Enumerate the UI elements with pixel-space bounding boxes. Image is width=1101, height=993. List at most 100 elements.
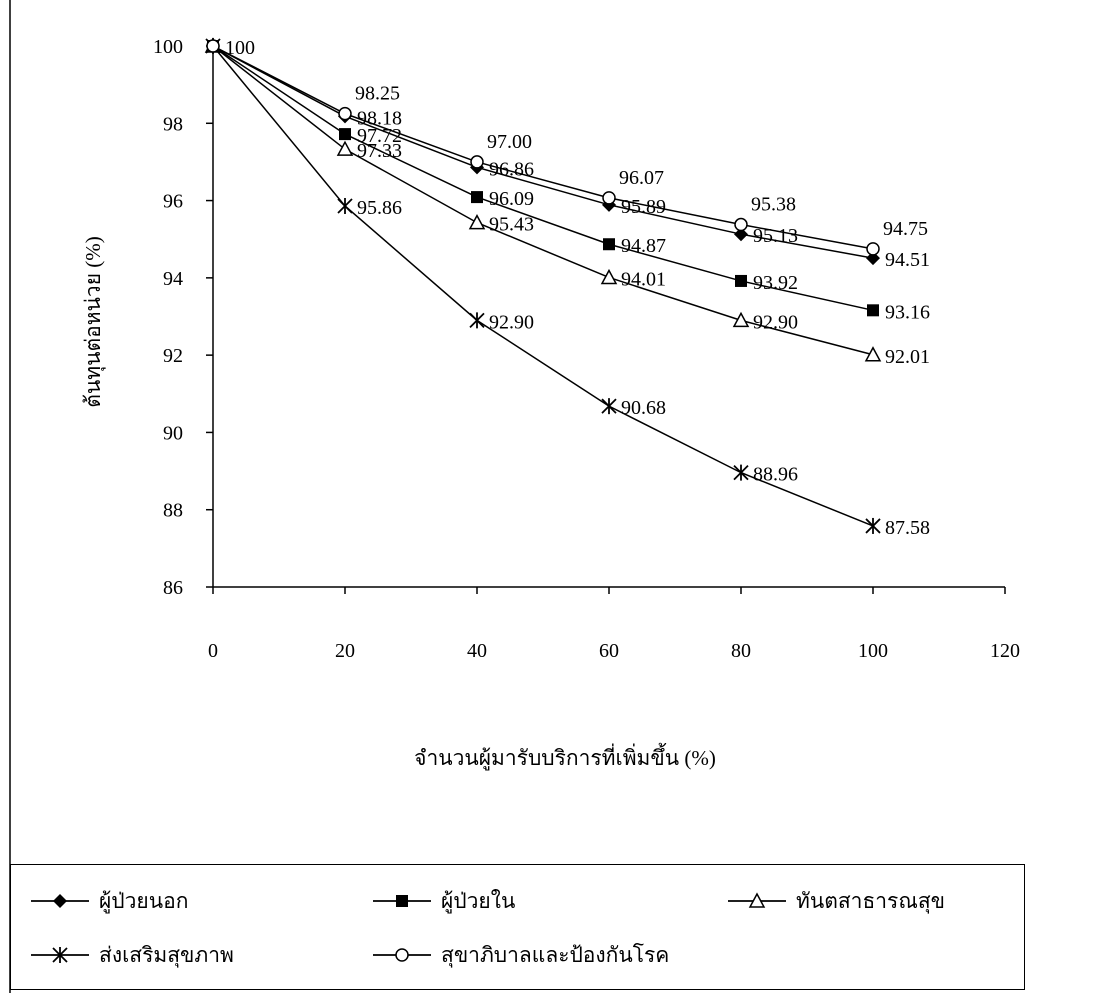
data-point-square [735, 274, 747, 287]
legend-item-diamond: ผู้ป่วยนอก [29, 881, 188, 921]
data-point-asterisk [865, 517, 881, 534]
data-point-triangle [732, 311, 750, 328]
data-label: 97.00 [487, 131, 532, 153]
series-line [212, 45, 874, 312]
chart-series [204, 37, 882, 534]
legend-item-asterisk: ส่งเสริมสุขภาพ [29, 935, 234, 975]
series-line [212, 45, 874, 527]
legend-item-square: ผู้ป่วยใน [371, 881, 515, 921]
data-point-asterisk [337, 197, 353, 214]
series-circle [206, 39, 880, 256]
data-point-circle [338, 106, 352, 121]
data-label: 94.87 [621, 235, 666, 257]
data-label: 100 [225, 37, 255, 59]
data-point-asterisk [601, 398, 617, 415]
data-label: 94.75 [883, 218, 928, 240]
y-axis-title: ต้นทุนต่อหน่วย (%) [81, 236, 106, 407]
legend-marker-circle [395, 948, 409, 962]
y-tick-label: 100 [153, 36, 183, 58]
x-tick-label: 120 [990, 640, 1020, 662]
data-label: 90.68 [621, 397, 666, 419]
data-point-square [603, 238, 615, 251]
legend-symbol [728, 892, 786, 908]
x-tick-label: 100 [858, 640, 888, 662]
y-tick-label: 88 [163, 500, 183, 522]
legend-marker-triangle [748, 892, 766, 908]
y-tick-label: 96 [163, 191, 183, 213]
legend-label: สุขาภิบาลและป้องกันโรค [441, 942, 670, 967]
data-point-circle [866, 242, 880, 256]
data-point-asterisk [469, 312, 485, 329]
data-label: 96.09 [489, 188, 534, 210]
data-label: 95.38 [751, 194, 796, 216]
data-label: 88.96 [753, 464, 798, 486]
legend-symbol [373, 895, 431, 907]
legend-symbol [373, 948, 431, 962]
data-point-triangle [468, 214, 486, 230]
x-tick-label: 60 [599, 640, 619, 662]
chart-legend: ผู้ป่วยนอก ผู้ป่วยใน ทันตสาธารณสุขส่งเสริม… [10, 864, 1025, 990]
y-tick-label: 98 [163, 113, 183, 135]
y-tick-label: 90 [163, 422, 183, 444]
data-point-square [867, 304, 879, 317]
data-label: 92.01 [885, 346, 930, 368]
data-label: 95.43 [489, 214, 534, 236]
x-tick-label: 80 [731, 640, 751, 662]
data-point-asterisk [733, 464, 749, 481]
data-point-circle [734, 217, 748, 232]
x-tick-label: 20 [335, 640, 355, 662]
x-tick-label: 40 [467, 640, 487, 662]
series-asterisk [205, 38, 881, 534]
data-point-triangle [600, 268, 618, 285]
legend-item-circle: สุขาภิบาลและป้องกันโรค [371, 935, 669, 975]
data-point-diamond [866, 251, 880, 266]
data-label: 97.72 [357, 125, 402, 147]
data-label: 95.86 [357, 197, 402, 219]
data-label: 87.58 [885, 517, 930, 539]
data-label: 94.51 [885, 249, 930, 271]
data-label: 93.16 [885, 301, 930, 323]
series-square [207, 40, 879, 317]
legend-label: ทันตสาธารณสุข [796, 888, 945, 913]
legend-marker-asterisk [52, 947, 68, 963]
data-point-circle [470, 155, 484, 169]
data-label: 92.90 [489, 311, 534, 333]
legend-item-triangle: ทันตสาธารณสุข [726, 881, 945, 921]
chart-axes: 86 88 90 92 94 96 98 100 0 20 40 60 80 100 120 [153, 36, 1020, 662]
data-point-triangle [864, 346, 882, 362]
series-line [212, 45, 874, 250]
legend-label: ผู้ป่วยนอก [99, 888, 189, 913]
y-tick-label: 86 [163, 577, 183, 599]
y-tick-label: 92 [163, 345, 183, 367]
data-label: 93.92 [753, 272, 798, 294]
x-axis-title: จำนวนผู้มารับบริการที่เพิ่มขึ้น (%) [414, 743, 716, 771]
data-point-square [471, 191, 483, 204]
data-point-circle [206, 39, 220, 53]
legend-label: ผู้ป่วยใน [441, 888, 516, 913]
data-label: 98.25 [355, 83, 400, 105]
legend-marker-diamond [53, 894, 67, 908]
data-label: 95.13 [753, 225, 798, 247]
data-label: 98.18 [357, 107, 402, 129]
data-label: 96.07 [619, 167, 664, 189]
series-line [212, 45, 874, 259]
data-label: 94.01 [621, 268, 666, 290]
y-tick-label: 94 [163, 268, 183, 290]
x-tick-label: 0 [208, 640, 218, 662]
data-label: 95.89 [621, 196, 666, 218]
data-point-circle [602, 191, 616, 205]
data-point-diamond [734, 227, 748, 242]
chart-data-labels: 98.18 96.86 95.89 95.13 94.51 100 97.72 96.09 94… [225, 37, 930, 539]
legend-symbol [31, 947, 89, 963]
data-label: 92.90 [753, 311, 798, 333]
data-point-square [339, 128, 351, 141]
legend-symbol [31, 894, 89, 908]
data-label: 97.33 [357, 140, 402, 162]
legend-label: ส่งเสริมสุขภาพ [99, 942, 234, 967]
data-point-triangle [336, 140, 354, 156]
legend-marker-square [396, 895, 408, 907]
data-label: 96.86 [489, 158, 534, 180]
series-line [212, 45, 874, 356]
